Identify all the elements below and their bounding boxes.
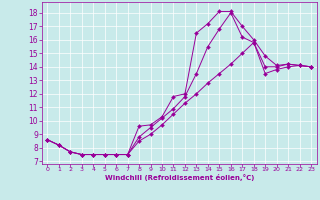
X-axis label: Windchill (Refroidissement éolien,°C): Windchill (Refroidissement éolien,°C) xyxy=(105,174,254,181)
